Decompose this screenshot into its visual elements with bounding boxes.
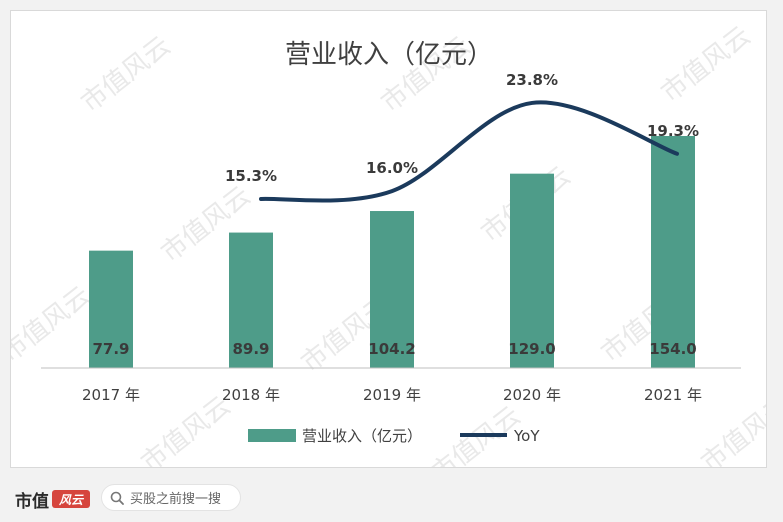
legend: 营业收入（亿元） YoY	[248, 427, 540, 445]
svg-text:风云: 风云	[59, 493, 85, 507]
bar-value-label: 154.0	[649, 340, 696, 358]
bar-value-label: 89.9	[232, 340, 269, 358]
bar-value-label: 104.2	[368, 340, 415, 358]
yoy-labels: 15.3% 16.0% 23.8% 19.3%	[225, 71, 699, 185]
search-icon	[110, 491, 124, 505]
x-tick-label: 2020 年	[503, 386, 561, 404]
chart-card: 市值风云 市值风云 市值风云 市值风云 市值风云 市值风云 市值风云 市值风云 市值风云 市值风云…	[10, 10, 767, 468]
bar-series: 77.9 89.9 104.2 129.0 154.0	[89, 136, 697, 368]
x-tick-label: 2019 年	[363, 386, 421, 404]
x-tick-label: 2017 年	[82, 386, 140, 404]
bar-2017年	[89, 250, 133, 368]
chart-title: 营业收入（亿元）	[285, 40, 493, 70]
brand-name: 市值	[15, 491, 49, 512]
bar-value-label: 77.9	[92, 340, 129, 358]
yoy-value-label: 19.3%	[647, 122, 699, 140]
yoy-value-label: 23.8%	[506, 71, 558, 89]
legend-bar-label: 营业收入（亿元）	[302, 427, 422, 445]
yoy-line	[259, 100, 679, 203]
brand-badge-icon: 风云	[52, 490, 90, 508]
yoy-value-label: 15.3%	[225, 167, 277, 185]
search-placeholder: 买股之前搜一搜	[130, 492, 222, 507]
x-axis-labels: 2017 年 2018 年 2019 年 2020 年 2021 年	[82, 386, 702, 404]
bar-2018年	[229, 232, 273, 368]
bar-2021年	[651, 136, 695, 368]
x-tick-label: 2021 年	[644, 386, 702, 404]
footer-bar: 市值 风云 买股之前搜一搜	[0, 476, 783, 522]
legend-line-label: YoY	[513, 427, 540, 445]
watermark-text: 市值风云	[11, 281, 96, 369]
bar-value-label: 129.0	[508, 340, 555, 358]
search-box[interactable]: 买股之前搜一搜	[101, 484, 241, 511]
x-tick-label: 2018 年	[222, 386, 280, 404]
watermark-text: 市值风云	[656, 21, 756, 109]
bar-2019年	[370, 211, 414, 368]
watermark-text: 市值风云	[76, 31, 176, 119]
watermark-text: 市值风云	[696, 391, 767, 468]
bar-2020年	[510, 173, 554, 368]
brand-logo[interactable]: 市值 风云	[15, 486, 91, 512]
legend-bar-swatch	[248, 429, 296, 442]
yoy-value-label: 16.0%	[366, 159, 418, 177]
